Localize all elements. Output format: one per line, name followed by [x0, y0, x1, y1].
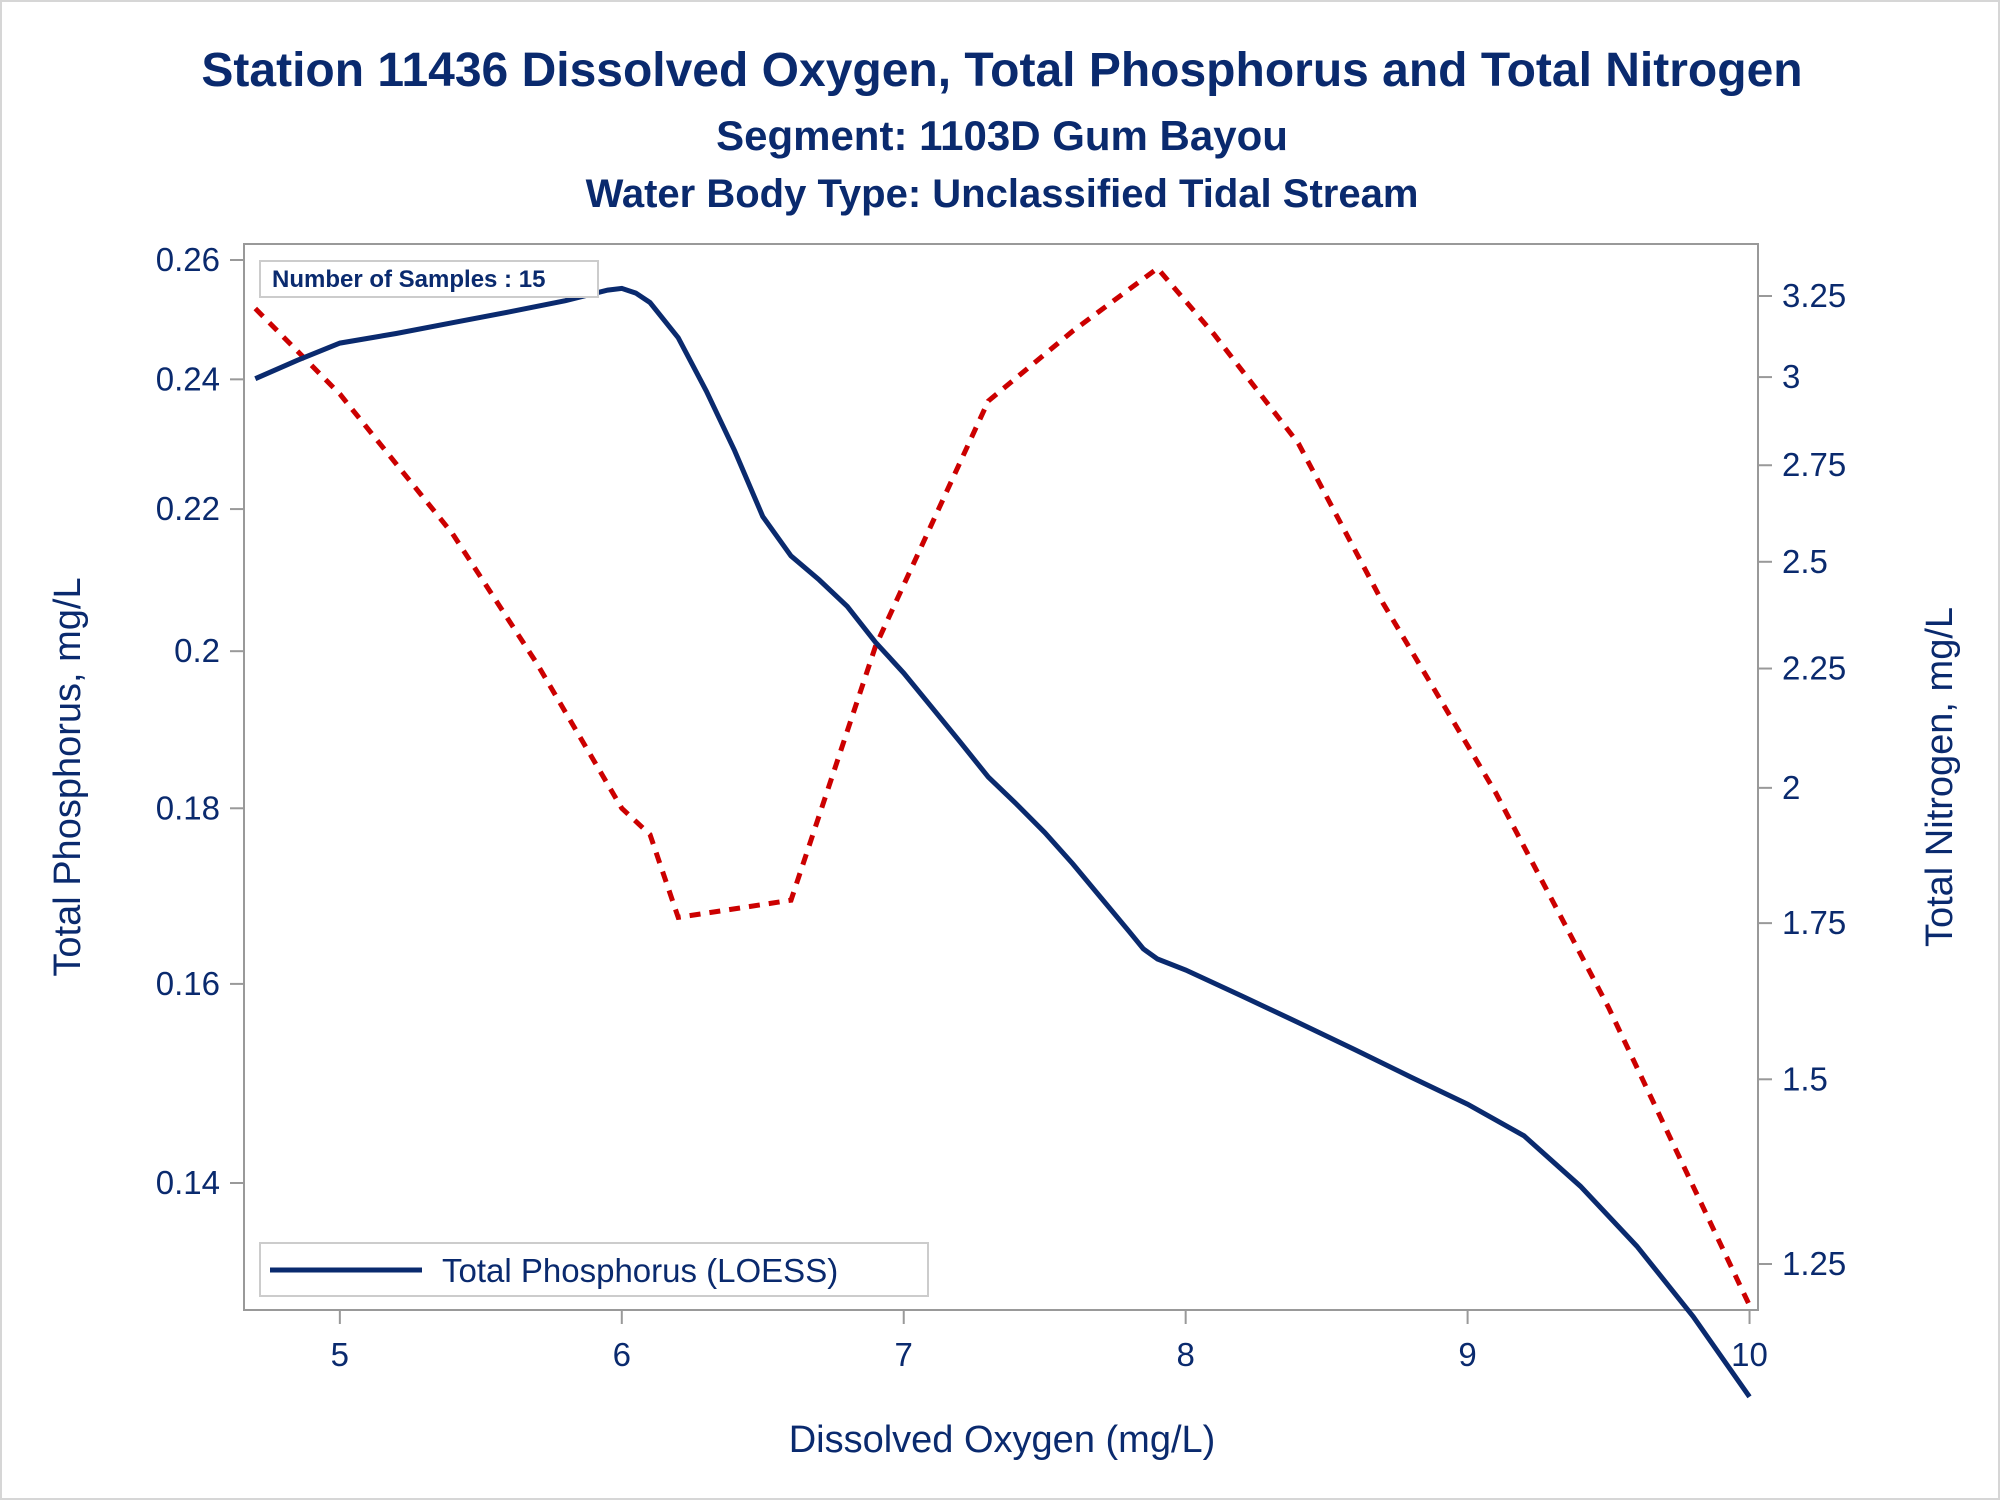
- x-axis-label: Dissolved Oxygen (mg/L): [789, 1419, 1216, 1461]
- y-right-tick-label: 2.25: [1782, 650, 1846, 687]
- x-tick-label: 8: [1176, 1336, 1194, 1373]
- y-axis-left-label: Total Phosphorus, mg/L: [47, 577, 89, 976]
- chart-subtitle-2: Water Body Type: Unclassified Tidal Stre…: [586, 172, 1419, 216]
- legend-label-phosphorus: Total Phosphorus (LOESS): [442, 1252, 838, 1289]
- y-left-tick-label: 0.26: [156, 241, 220, 278]
- y-axis-right: 1.25 1.5 1.75 2 2.25 2.5 2.75 3 3.25: [1758, 277, 1846, 1282]
- y-right-tick-label: 1.25: [1782, 1245, 1846, 1282]
- sample-count-box: Number of Samples : 15: [260, 261, 598, 297]
- y-left-tick-label: 0.24: [156, 360, 220, 397]
- chart-frame: Station 11436 Dissolved Oxygen, Total Ph…: [0, 0, 2000, 1500]
- sample-count-text: Number of Samples : 15: [272, 266, 545, 293]
- nitrogen-series-line: [255, 268, 1749, 1305]
- y-left-tick-label: 0.18: [156, 789, 220, 826]
- y-left-tick-label: 0.14: [156, 1164, 220, 1201]
- y-right-tick-label: 3.25: [1782, 277, 1846, 314]
- y-right-tick-label: 3: [1782, 358, 1800, 395]
- y-right-tick-label: 1.75: [1782, 904, 1846, 941]
- chart-subtitle: Segment: 1103D Gum Bayou: [716, 112, 1288, 159]
- x-axis: 5 6 7 8 9 10: [244, 1310, 1768, 1373]
- x-tick-label: 5: [331, 1336, 349, 1373]
- y-right-tick-label: 2.5: [1782, 543, 1828, 580]
- x-tick-label: 7: [895, 1336, 913, 1373]
- chart-title: Station 11436 Dissolved Oxygen, Total Ph…: [201, 44, 1802, 97]
- y-axis-left: 0.14 0.16 0.18 0.2 0.22 0.24 0.26: [156, 241, 244, 1201]
- y-right-tick-label: 1.5: [1782, 1060, 1828, 1097]
- y-left-tick-label: 0.16: [156, 965, 220, 1002]
- chart-canvas: Station 11436 Dissolved Oxygen, Total Ph…: [2, 2, 2000, 1502]
- x-tick-label: 6: [613, 1336, 631, 1373]
- y-right-tick-label: 2.75: [1782, 446, 1846, 483]
- y-left-tick-label: 0.22: [156, 490, 220, 527]
- x-tick-label: 10: [1731, 1336, 1768, 1373]
- legend: Total Phosphorus (LOESS): [260, 1243, 928, 1296]
- y-left-tick-label: 0.2: [174, 632, 220, 669]
- y-axis-right-label: Total Nitrogen, mg/L: [1919, 607, 1961, 947]
- y-right-tick-label: 2: [1782, 769, 1800, 806]
- phosphorus-series-line: [255, 288, 1749, 1396]
- plot-area-border: [244, 244, 1758, 1310]
- x-tick-label: 9: [1458, 1336, 1476, 1373]
